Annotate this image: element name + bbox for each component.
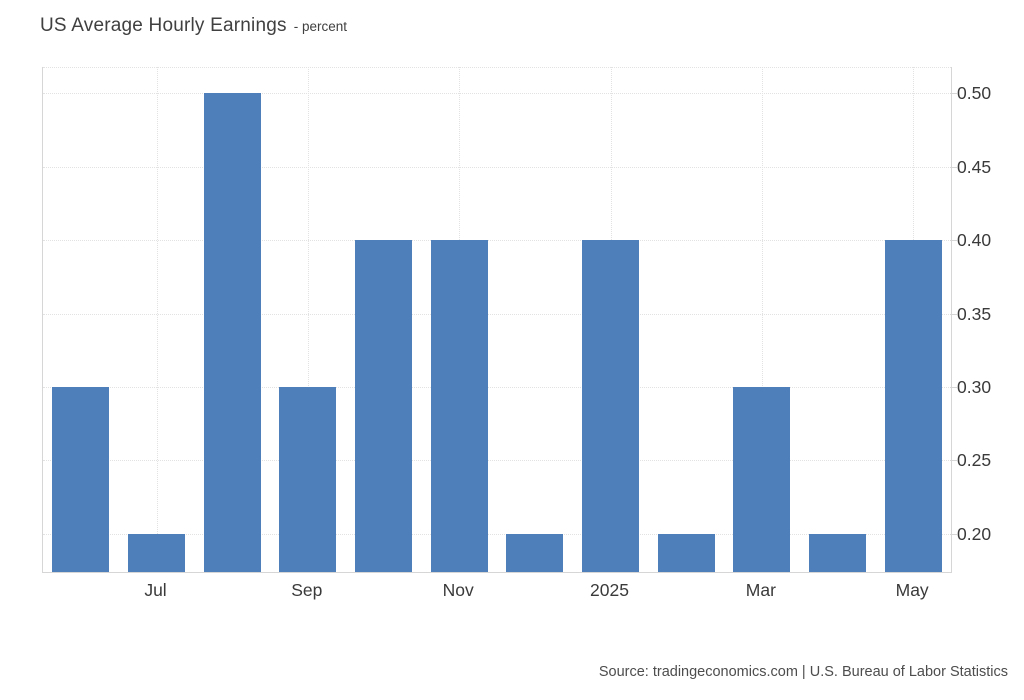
y-axis-tick: [950, 240, 957, 242]
bar-may-2025[interactable]: [884, 240, 942, 572]
x-gridline: [156, 67, 158, 572]
bar-sep-2024[interactable]: [279, 387, 337, 572]
x-axis-tick-label: Jul: [144, 580, 167, 600]
y-axis-tick-label: 0.50: [957, 83, 992, 104]
source-attribution: Source: tradingeconomics.com | U.S. Bure…: [598, 664, 1008, 680]
y-axis-tick-label: 0.30: [957, 377, 992, 398]
y-gridline: [43, 460, 951, 462]
bar-jan-2025[interactable]: [582, 240, 639, 572]
bar-dec-2024[interactable]: [506, 533, 564, 572]
y-axis-tick: [950, 313, 957, 315]
x-axis-tick-label: May: [895, 580, 929, 600]
bar-aug-2024[interactable]: [203, 93, 261, 572]
chart-header: US Average Hourly Earnings - percent: [40, 15, 347, 37]
x-axis-tick-label: Sep: [291, 580, 323, 600]
y-axis-tick-label: 0.45: [957, 156, 992, 177]
bar-apr-2025[interactable]: [809, 533, 866, 572]
chart-subtitle: - percent: [293, 19, 347, 34]
y-axis-tick: [950, 533, 957, 535]
y-axis-tick: [950, 166, 957, 168]
x-axis-tick-label: 2025: [590, 580, 629, 600]
y-axis-tick-label: 0.25: [957, 450, 992, 471]
y-axis-tick: [950, 460, 957, 462]
bar-jul-2024[interactable]: [128, 533, 185, 572]
bar-oct-2024[interactable]: [355, 240, 412, 572]
y-axis-tick-label: 0.20: [957, 523, 992, 544]
y-gridline: [43, 533, 951, 535]
y-axis-tick-label: 0.40: [957, 230, 992, 251]
x-axis-tick-label: Mar: [745, 580, 776, 600]
x-gridline: [307, 67, 309, 572]
bar-nov-2024[interactable]: [430, 240, 488, 572]
chart-title: US Average Hourly Earnings: [40, 15, 287, 36]
x-axis-tick-label: Nov: [442, 580, 474, 600]
plot-top-border: [43, 67, 951, 68]
y-axis-tick: [950, 93, 957, 95]
bar-jun-2024[interactable]: [52, 387, 110, 572]
bar-mar-2025[interactable]: [733, 387, 791, 572]
y-gridline: [43, 313, 951, 315]
bar-feb-2025[interactable]: [657, 533, 715, 572]
y-axis-tick-label: 0.35: [957, 303, 992, 324]
y-axis-tick: [950, 387, 957, 389]
x-gridline: [761, 67, 763, 572]
y-gridline: [43, 166, 951, 168]
y-gridline: [43, 93, 951, 95]
y-gridline: [43, 240, 951, 242]
y-gridline: [43, 387, 951, 389]
plot-area: [42, 67, 952, 573]
